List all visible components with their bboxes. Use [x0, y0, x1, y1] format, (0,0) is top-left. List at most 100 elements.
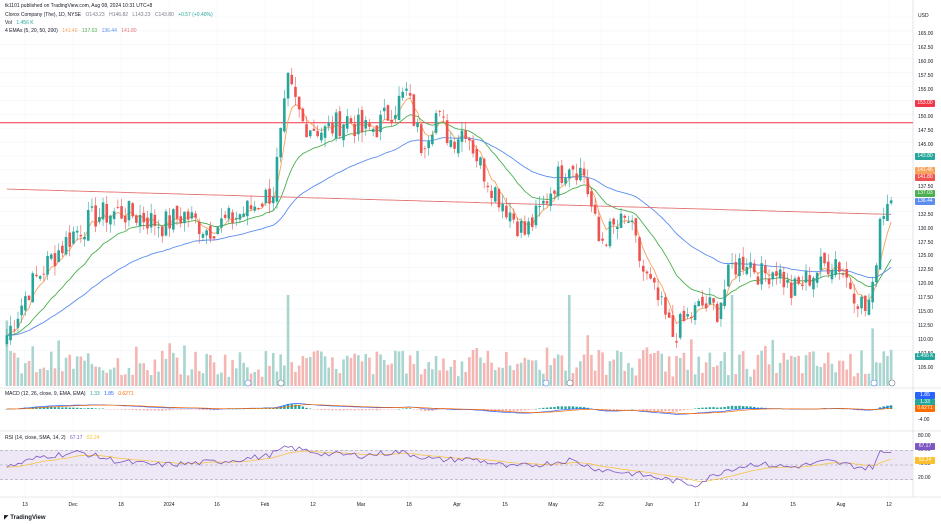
candle-body	[308, 130, 312, 137]
ohlc-close: C143.80	[154, 12, 174, 18]
candle-body	[345, 116, 349, 129]
time-tick-label: Aug	[836, 502, 846, 508]
macd-histogram-bar	[405, 408, 408, 409]
macd-histogram-bar	[124, 409, 127, 411]
volume-bar	[142, 363, 146, 386]
volume-bar	[749, 376, 752, 386]
volume-bar	[486, 350, 490, 386]
macd-histogram-bar	[397, 408, 401, 410]
candle-body	[875, 265, 878, 283]
candle-body	[801, 284, 804, 287]
macd-histogram-bar	[667, 409, 671, 412]
macd-histogram-bar	[612, 409, 615, 411]
candle-body	[667, 312, 671, 318]
candle-body	[704, 303, 708, 309]
candle-body	[560, 165, 564, 183]
volume-bar	[83, 360, 86, 386]
candle-body	[889, 200, 893, 204]
volume-bar	[593, 370, 597, 386]
macd-histogram-bar	[112, 409, 116, 410]
candle-body	[153, 214, 157, 226]
macd-histogram-bar	[368, 409, 371, 411]
candle-body	[545, 201, 549, 204]
volume-bar	[889, 349, 893, 386]
macd-histogram-bar	[383, 409, 386, 410]
candle-body	[512, 213, 516, 220]
candle-body	[708, 297, 712, 305]
volume-bar	[834, 372, 837, 386]
volume-bar	[852, 376, 856, 386]
time-tick-label: Feb	[260, 502, 270, 508]
volume-bar	[349, 358, 353, 386]
volume-bar	[397, 351, 401, 386]
macd-histogram-bar	[786, 409, 789, 410]
candle-body	[423, 148, 427, 150]
volume-bar	[42, 367, 46, 386]
macd-histogram-bar	[153, 409, 157, 411]
candle-body	[223, 214, 227, 218]
volume-bar	[297, 365, 301, 386]
volume-bar	[468, 357, 471, 386]
volume-bar	[534, 360, 538, 386]
ema-legend: 4 EMAs (5, 20, 50, 200) 141.46 137.03 13…	[5, 28, 140, 34]
volume-bar	[223, 354, 227, 386]
price-tick-label: 145.00	[918, 142, 934, 149]
price-tick-label: 122.50	[918, 267, 934, 274]
volume-bar	[771, 339, 775, 386]
volume-bar	[715, 365, 719, 386]
candle-body	[57, 250, 60, 263]
candle-body	[649, 274, 652, 279]
volume-bar	[690, 339, 693, 386]
volume-bar	[186, 375, 190, 386]
candle-body	[871, 281, 874, 303]
price-tick-label: 105.00	[918, 364, 934, 371]
macd-histogram-bar	[90, 407, 94, 409]
volume-bar	[708, 352, 712, 386]
macd-histogram-bar	[42, 406, 46, 409]
volume-bar	[604, 374, 608, 386]
volume-bar	[53, 368, 57, 386]
candle-body	[586, 178, 590, 195]
candle-body	[741, 256, 745, 270]
candle-body	[863, 295, 867, 311]
time-tick-label: 18	[406, 502, 412, 508]
macd-histogram-bar	[708, 407, 712, 409]
candle-body	[764, 265, 767, 274]
price-tick-label: 112.50	[918, 322, 933, 329]
volume-bar	[671, 376, 675, 386]
volume-bar	[638, 358, 641, 386]
time-tick-label: 15	[790, 502, 796, 508]
volume-bar	[826, 352, 830, 386]
volume-bar	[453, 359, 456, 386]
macd-histogram-bar	[194, 409, 197, 410]
volume-bar	[168, 343, 171, 386]
macd-histogram-bar	[46, 406, 49, 409]
volume-bar	[412, 364, 416, 386]
candle-body	[538, 206, 541, 208]
volume-bar	[419, 374, 423, 386]
volume-bar	[782, 352, 786, 386]
volume-bar	[630, 367, 634, 386]
volume-bar	[712, 366, 715, 386]
candle-body	[812, 277, 815, 290]
macd-histogram-bar	[323, 409, 327, 411]
volume-bar	[334, 368, 338, 386]
vol-value: 1.456 K	[16, 20, 34, 26]
candle-body	[168, 215, 171, 229]
candle-body	[575, 173, 578, 181]
macd-histogram-bar	[386, 409, 390, 410]
macd-histogram-bar	[297, 405, 301, 409]
candle-body	[12, 329, 16, 331]
candle-body	[645, 271, 649, 274]
candle-body	[845, 269, 849, 278]
tradingview-logo[interactable]: ◤ TradingView	[4, 515, 46, 521]
earnings-marker	[277, 379, 285, 387]
macd-histogram-bar	[94, 408, 97, 409]
volume-bar	[627, 362, 630, 386]
macd-histogram-bar	[164, 409, 168, 411]
candle-body	[209, 226, 212, 239]
candle-body	[257, 208, 260, 209]
volume-bar	[138, 363, 142, 386]
macd-histogram-bar	[87, 408, 90, 409]
